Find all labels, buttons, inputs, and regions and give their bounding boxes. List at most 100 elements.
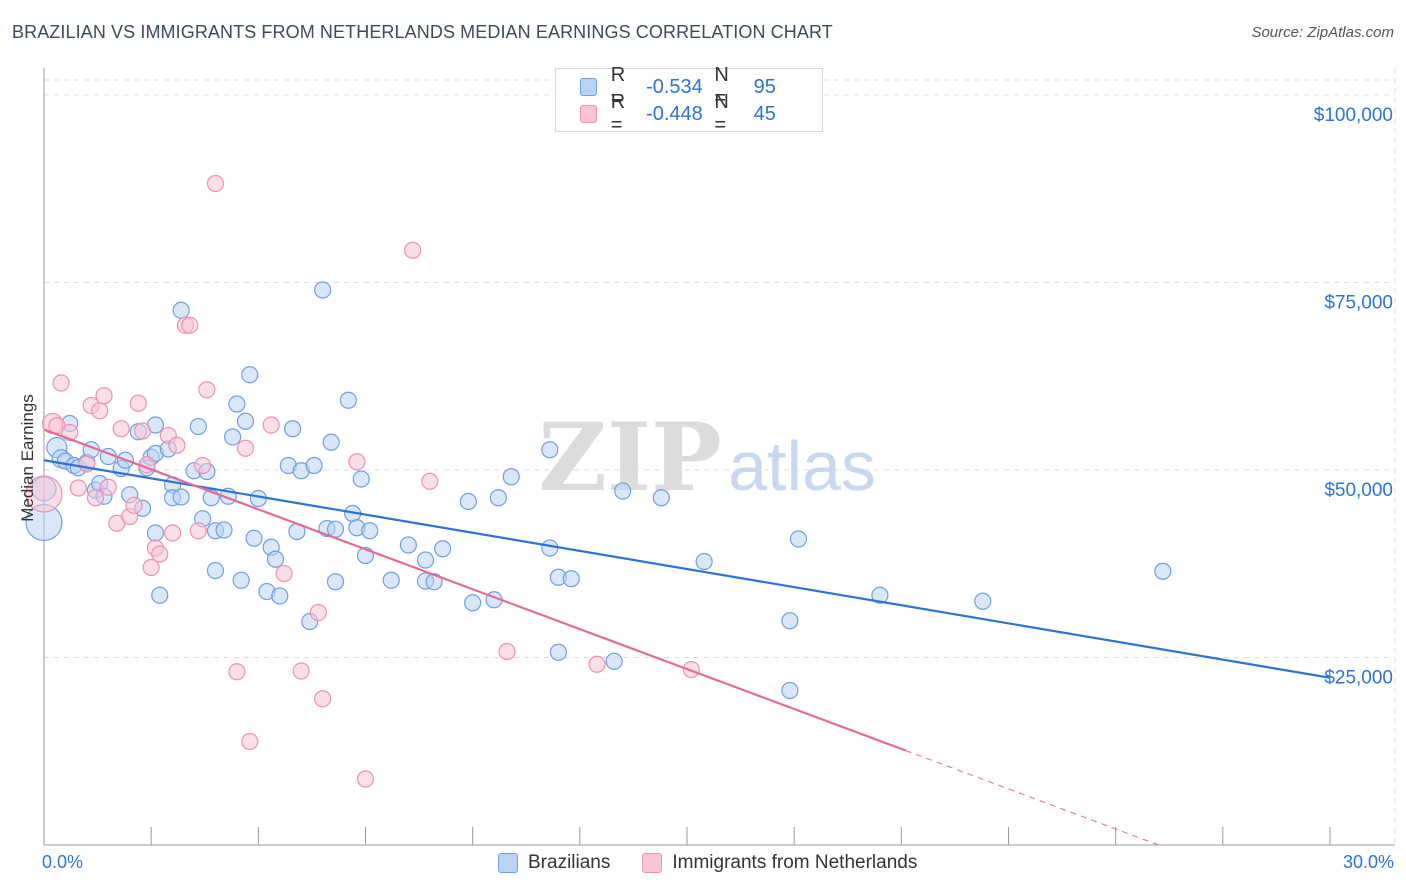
- point-netherlands: [91, 402, 109, 420]
- blue-swatch-icon: [580, 78, 597, 96]
- point-brazilians: [871, 586, 889, 604]
- point-netherlands: [168, 436, 186, 454]
- point-brazilians: [541, 441, 559, 459]
- y-tick-labels: $100,000 $75,000 $50,000 $25,000: [1314, 105, 1393, 689]
- point-netherlands: [356, 770, 375, 788]
- point-netherlands: [588, 655, 606, 673]
- point-brazilians: [382, 571, 400, 589]
- legend-item-netherlands: Immigrants from Netherlands: [642, 852, 917, 874]
- x-tick-max: 30.0%: [1342, 852, 1394, 872]
- correlation-legend: R = -0.534 N = 95 R = -0.448 N = 45: [555, 64, 823, 136]
- point-brazilians: [562, 570, 580, 588]
- y-tick-label: $75,000: [1324, 293, 1393, 314]
- r-value: -0.448: [646, 102, 703, 125]
- point-brazilians: [502, 468, 520, 486]
- point-netherlands: [99, 478, 117, 496]
- blue-swatch-icon: [498, 853, 518, 873]
- point-brazilians: [459, 492, 477, 511]
- point-netherlands: [404, 241, 422, 259]
- legend-label-netherlands: Immigrants from Netherlands: [672, 852, 918, 873]
- point-brazilians: [322, 433, 340, 451]
- point-brazilians: [781, 612, 799, 630]
- point-brazilians: [146, 524, 165, 542]
- point-netherlands: [498, 642, 516, 661]
- point-brazilians: [206, 561, 225, 580]
- point-netherlands: [129, 394, 147, 412]
- point-netherlands: [189, 522, 207, 540]
- point-netherlands: [86, 489, 105, 507]
- r-label: R =: [610, 91, 626, 136]
- y-tick-label: $100,000: [1314, 105, 1393, 126]
- point-brazilians: [189, 417, 207, 436]
- point-brazilians: [241, 366, 259, 384]
- point-netherlands: [198, 381, 216, 399]
- point-netherlands: [241, 732, 259, 751]
- point-brazilians: [464, 594, 482, 612]
- watermark-atlas: atlas: [728, 427, 876, 505]
- point-brazilians: [605, 652, 623, 670]
- point-brazilians: [339, 391, 357, 409]
- point-brazilians: [326, 573, 345, 591]
- point-netherlands: [228, 663, 246, 681]
- r-label: R =: [610, 64, 626, 109]
- point-netherlands: [142, 558, 160, 577]
- point-brazilians: [232, 571, 250, 589]
- x-tick-min: 0.0%: [42, 852, 84, 872]
- chart-title: BRAZILIAN VS IMMIGRANTS FROM NETHERLANDS…: [12, 22, 833, 42]
- point-brazilians: [224, 428, 242, 446]
- point-brazilians: [416, 551, 435, 569]
- y-tick-label: $25,000: [1324, 668, 1393, 689]
- point-netherlands: [95, 387, 113, 405]
- point-netherlands: [348, 453, 366, 471]
- pink-swatch-icon: [580, 105, 597, 123]
- point-netherlands: [181, 316, 199, 334]
- point-brazilians: [172, 301, 190, 319]
- watermark-zip: ZIP: [538, 403, 721, 513]
- point-brazilians: [974, 592, 992, 610]
- point-netherlands: [421, 472, 439, 490]
- trend-line-netherlands: [43, 428, 907, 752]
- pink-swatch-icon: [642, 853, 663, 873]
- point-brazilians: [695, 552, 713, 571]
- source-label: Source: ZipAtlas.com: [1251, 24, 1394, 41]
- legend-label-brazilians: Brazilians: [528, 852, 611, 873]
- point-brazilians: [652, 489, 670, 507]
- point-brazilians: [305, 456, 323, 475]
- y-tick-label: $50,000: [1324, 480, 1393, 501]
- point-brazilians: [236, 412, 255, 430]
- watermark: ZIP atlas: [538, 403, 876, 513]
- trend-line-netherlands-extension: [905, 750, 1159, 846]
- n-value: 45: [753, 102, 776, 125]
- point-netherlands: [194, 456, 212, 475]
- point-brazilians: [172, 488, 190, 506]
- point-brazilians: [228, 395, 246, 413]
- n-label: N =: [714, 64, 729, 109]
- point-brazilians: [271, 587, 289, 605]
- point-netherlands: [206, 174, 225, 193]
- point-netherlands: [133, 422, 152, 440]
- point-brazilians: [614, 482, 632, 500]
- point-brazilians: [284, 420, 302, 438]
- point-brazilians: [266, 550, 285, 568]
- point-netherlands: [151, 545, 169, 563]
- point-brazilians: [215, 521, 233, 539]
- point-netherlands: [78, 455, 96, 473]
- point-brazilians: [789, 530, 808, 548]
- point-brazilians: [541, 539, 559, 557]
- point-netherlands: [275, 564, 293, 583]
- point-netherlands: [309, 603, 327, 622]
- point-brazilians: [352, 470, 370, 488]
- point-brazilians: [781, 681, 799, 700]
- point-netherlands: [236, 439, 255, 457]
- point-brazilians: [489, 489, 507, 507]
- point-brazilians: [399, 536, 417, 554]
- point-brazilians: [151, 586, 169, 604]
- legend-item-brazilians: Brazilians: [498, 852, 610, 874]
- n-label: N =: [714, 91, 729, 136]
- point-brazilians: [361, 522, 379, 540]
- point-netherlands: [112, 420, 130, 438]
- point-netherlands: [262, 416, 280, 434]
- point-brazilians: [245, 529, 263, 547]
- axes: [43, 68, 1395, 846]
